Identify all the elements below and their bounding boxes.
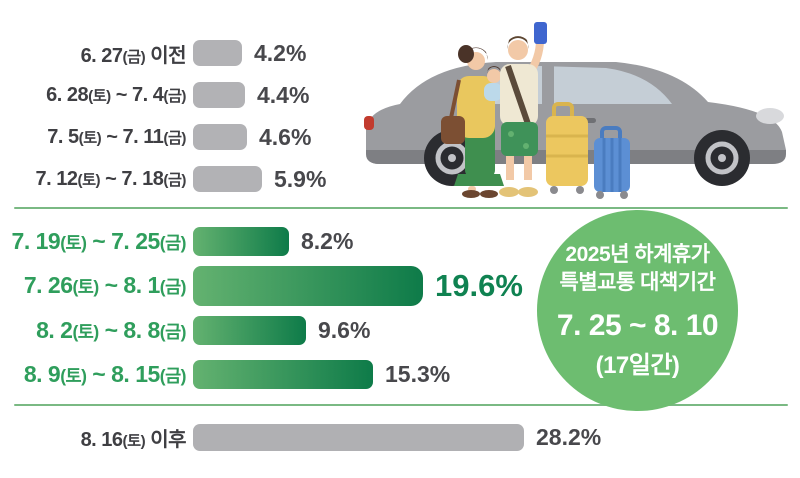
value-label: 4.4% [257, 81, 310, 108]
value-label: 28.2% [536, 423, 602, 450]
chart-row: 6. 28(토) ~ 7. 4(금) 4.4% [0, 74, 800, 116]
value-label: 5.9% [274, 165, 327, 192]
period-label: 8. 2(토) ~ 8. 8(금) [36, 316, 186, 343]
period-label: 8. 16(토) 이후 [80, 428, 187, 451]
period-label: 6. 28(토) ~ 7. 4(금) [46, 83, 186, 106]
chart-row: 8. 9(토) ~ 8. 15(금) 15.3% [0, 353, 800, 398]
chart-row: 8. 16(토) 이후 28.2% [0, 410, 800, 464]
period-label: 6. 27(금) 이전 [80, 44, 187, 67]
period-bar [193, 265, 423, 306]
period-label: 7. 5(토) ~ 7. 11(금) [47, 125, 186, 148]
family-car-illustration [364, 22, 786, 199]
period-label: 7. 19(토) ~ 7. 25(금) [11, 227, 187, 254]
section-divider [14, 404, 788, 406]
luggage-suitcases [546, 102, 630, 199]
period-bar [193, 423, 524, 451]
value-label: 4.2% [254, 39, 307, 66]
period-label: 7. 26(토) ~ 8. 1(금) [23, 272, 187, 299]
chart-row: 7. 26(토) ~ 8. 1(금) 19.6% [0, 264, 800, 309]
section-peak-period: 7. 19(토) ~ 7. 25(금) 8.2% 7. 26(토) ~ 8. 1(금… [0, 219, 800, 397]
section-divider [14, 207, 788, 209]
chart-row: 7. 12(토) ~ 7. 18(금) 5.9% [0, 158, 800, 200]
woman-figure [441, 45, 504, 198]
period-bar [193, 360, 373, 390]
value-label: 19.6% [435, 267, 523, 303]
section-before-peak: 6. 27(금) 이전 4.2% 6. 28(토) ~ 7. 4(금) 4.4% 7. … [0, 32, 800, 200]
value-label: 4.6% [259, 123, 312, 150]
badge-title-line1: 2025년 하계휴가 [565, 242, 710, 266]
badge-duration: (17일간) [595, 352, 680, 380]
badge-title-line2: 특별교통 대책기간 [559, 271, 716, 294]
section-after-peak: 8. 16(토) 이후 28.2% [0, 410, 800, 464]
man-figure [499, 22, 547, 197]
chart-row: 6. 27(금) 이전 4.2% [0, 32, 800, 74]
period-bar [193, 82, 245, 108]
value-label: 15.3% [385, 361, 451, 388]
period-bar [193, 40, 242, 66]
badge-period: 7. 25 ~ 8. 10 [556, 309, 719, 343]
value-label: 8.2% [301, 227, 354, 254]
value-label: 9.6% [318, 316, 371, 343]
period-bar [193, 226, 289, 256]
period-label: 7. 12(토) ~ 7. 18(금) [35, 167, 187, 190]
chart-row: 7. 5(토) ~ 7. 11(금) 4.6% [0, 116, 800, 158]
chart-row: 7. 19(토) ~ 7. 25(금) 8.2% [0, 219, 800, 264]
special-period-badge: 2025년 하계휴가 특별교통 대책기간 7. 25 ~ 8. 10 (17일간… [537, 210, 738, 411]
period-bar [193, 124, 247, 150]
period-label: 8. 9(토) ~ 8. 15(금) [23, 361, 187, 388]
period-bar [193, 166, 262, 192]
chart-row: 8. 2(토) ~ 8. 8(금) 9.6% [0, 308, 800, 353]
period-bar [193, 315, 306, 345]
